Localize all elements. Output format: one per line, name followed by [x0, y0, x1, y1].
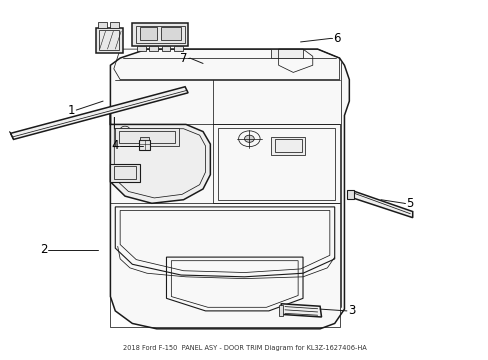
Polygon shape [96, 28, 122, 53]
Text: 1: 1 [67, 104, 75, 117]
Bar [161, 45, 170, 50]
Text: 4: 4 [111, 139, 119, 152]
Bar [99, 30, 119, 50]
Text: 3: 3 [347, 305, 355, 318]
Polygon shape [110, 164, 140, 182]
Polygon shape [110, 114, 210, 203]
Polygon shape [11, 87, 188, 139]
Polygon shape [110, 49, 348, 329]
Bar [140, 27, 157, 40]
Text: 5: 5 [406, 197, 413, 210]
Polygon shape [115, 128, 178, 146]
Polygon shape [271, 137, 305, 155]
Text: 6: 6 [333, 32, 340, 45]
Polygon shape [271, 49, 303, 58]
Polygon shape [352, 191, 412, 218]
Polygon shape [278, 305, 282, 316]
Text: 2018 Ford F-150  PANEL ASY - DOOR TRIM Diagram for KL3Z-1627406-HA: 2018 Ford F-150 PANEL ASY - DOOR TRIM Di… [122, 345, 366, 351]
Bar [137, 45, 146, 50]
Text: 2: 2 [40, 243, 47, 256]
Bar [173, 45, 182, 50]
Bar [140, 136, 149, 140]
Bar [98, 22, 107, 28]
Polygon shape [132, 23, 188, 45]
Bar [149, 45, 158, 50]
Circle shape [244, 135, 254, 142]
Polygon shape [281, 304, 321, 317]
Bar [110, 22, 119, 28]
Bar [136, 26, 184, 42]
Polygon shape [10, 131, 14, 139]
Bar [139, 140, 150, 150]
Text: 7: 7 [180, 51, 187, 64]
Bar [160, 27, 181, 40]
Polygon shape [346, 190, 353, 199]
